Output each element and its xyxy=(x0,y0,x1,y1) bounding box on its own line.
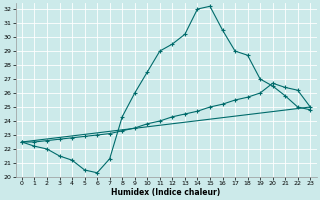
X-axis label: Humidex (Indice chaleur): Humidex (Indice chaleur) xyxy=(111,188,221,197)
